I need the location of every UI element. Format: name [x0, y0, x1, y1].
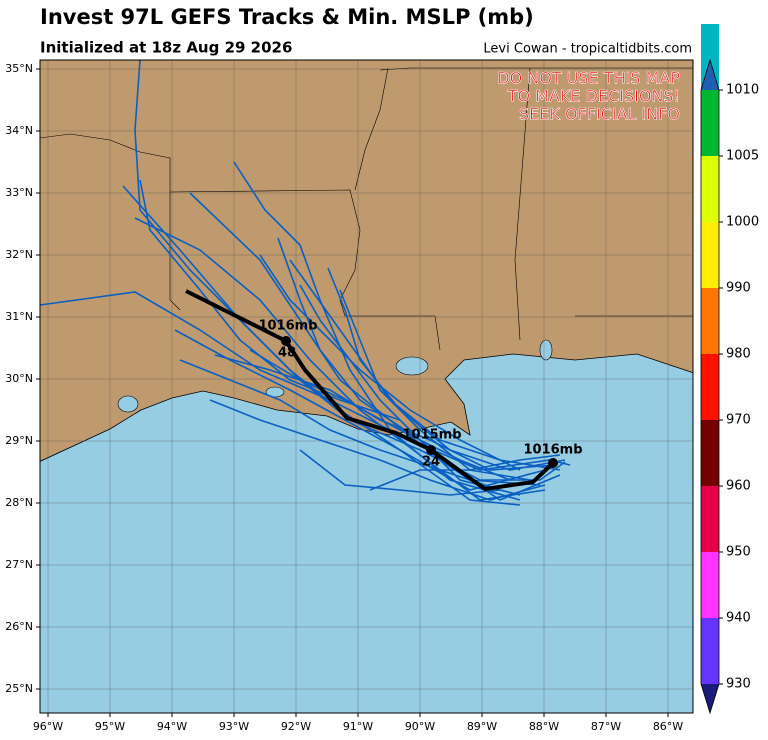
colorbar-label: 990: [726, 281, 751, 296]
lon-label: 96°W: [33, 720, 63, 733]
lat-label: 29°N: [5, 434, 33, 447]
colorbar-segment: [701, 90, 719, 156]
lat-label: 25°N: [5, 682, 33, 695]
lon-label: 95°W: [95, 720, 125, 733]
credit: Levi Cowan - tropicaltidbits.com: [483, 42, 692, 57]
track-annotations: 1016mb 48 1015mb 24 1016mb: [258, 319, 582, 470]
warning: DO NOT USE THIS MAP TO MAKE DECISIONS! S…: [497, 68, 681, 124]
lon-label: 88°W: [529, 720, 559, 733]
colorbar-segment: [701, 354, 719, 420]
lon-label: 92°W: [281, 720, 311, 733]
mean-track: [185, 289, 555, 492]
map-area: 1016mb 48 1015mb 24 1016mb DO NOT USE TH…: [40, 60, 693, 713]
lon-label: 87°W: [591, 720, 621, 733]
lat-label: 35°N: [5, 62, 33, 75]
colorbar-segment: [701, 420, 719, 486]
track-label: 1015mb: [402, 428, 461, 443]
lat-label: 33°N: [5, 186, 33, 199]
colorbar-extend-high: [701, 60, 719, 90]
colorbar-label: 1005: [726, 149, 759, 164]
colorbar-label: 940: [726, 611, 751, 626]
graticule: [40, 60, 693, 713]
warning-line: TO MAKE DECISIONS!: [507, 87, 680, 106]
colorbar-segment: [701, 288, 719, 354]
colorbar: 930 940 950 960 970 980 990 1000 1005 1010: [700, 24, 759, 715]
axis-labels: 35°N 34°N 33°N 32°N 31°N 30°N 29°N 28°N 27°N 26°N…: [5, 62, 683, 733]
map-frame: [39, 59, 694, 714]
lat-label: 26°N: [5, 620, 33, 633]
ensemble-tracks: [40, 60, 571, 506]
lat-label: 28°N: [5, 496, 33, 509]
mean-track-points: [281, 336, 558, 468]
lat-label: 30°N: [5, 372, 33, 385]
colorbar-label: 930: [726, 677, 751, 692]
colorbar-segment: [701, 156, 719, 222]
colorbar-label: 1000: [726, 215, 759, 230]
lon-label: 90°W: [405, 720, 435, 733]
track-label: 1016mb: [523, 443, 582, 458]
lat-label: 31°N: [5, 310, 33, 323]
track-label: 24: [422, 455, 440, 470]
colorbar-extend-low: [701, 684, 719, 713]
lon-label: 93°W: [219, 720, 249, 733]
lat-label: 32°N: [5, 248, 33, 261]
title: Invest 97L GEFS Tracks & Min. MSLP (mb): [40, 5, 534, 29]
lon-label: 91°W: [343, 720, 373, 733]
colorbar-label: 980: [726, 347, 751, 362]
colorbar-segment: [701, 552, 719, 618]
gulf: [40, 353, 693, 713]
colorbar-segment: [701, 222, 719, 288]
lat-label: 27°N: [5, 558, 33, 571]
lon-label: 89°W: [467, 720, 497, 733]
colorbar-label: 960: [726, 479, 751, 494]
lat-label: 34°N: [5, 124, 33, 137]
colorbar-segment: [701, 486, 719, 552]
track-label: 48: [278, 346, 296, 361]
warning-line: SEEK OFFICIAL INFO: [519, 105, 680, 124]
colorbar-label: 950: [726, 545, 751, 560]
subtitle: Initialized at 18z Aug 29 2026: [40, 39, 292, 57]
colorbar-segment: [701, 24, 719, 90]
warning-line: DO NOT USE THIS MAP: [497, 69, 680, 88]
colorbar-segment: [701, 618, 719, 684]
colorbar-label: 1010: [726, 83, 759, 98]
lon-label: 86°W: [653, 720, 683, 733]
colorbar-label: 970: [726, 413, 751, 428]
lon-label: 94°W: [157, 720, 187, 733]
track-label: 1016mb: [258, 319, 317, 334]
